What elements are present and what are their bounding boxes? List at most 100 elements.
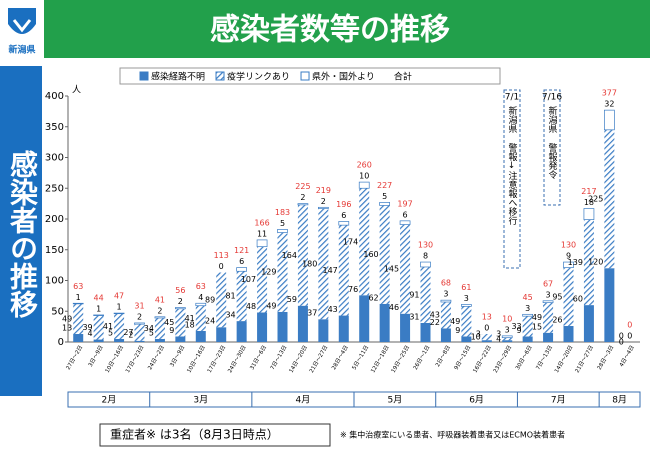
total-label: 196 xyxy=(336,200,351,209)
bar-segment xyxy=(113,312,125,315)
total-label: 63 xyxy=(73,282,83,291)
bar-segment xyxy=(379,205,390,304)
data-label: 89 xyxy=(205,295,215,304)
bar-segment xyxy=(481,334,492,341)
data-label: 3 xyxy=(525,304,530,313)
bar-segment xyxy=(338,221,350,226)
y-unit: 人 xyxy=(72,85,81,96)
total-label: 219 xyxy=(316,186,331,195)
bar-segment xyxy=(604,268,615,342)
bar-segment xyxy=(195,302,207,307)
data-label: 34 xyxy=(225,311,235,320)
data-label: 32 xyxy=(604,100,614,109)
y-tick-label: 0 xyxy=(58,337,64,348)
total-label: 10 xyxy=(502,314,512,323)
total-label: 13 xyxy=(482,313,492,322)
data-label: 49 xyxy=(266,301,276,310)
bar-segment xyxy=(461,306,472,337)
bar-segment xyxy=(257,246,268,313)
total-label: 183 xyxy=(275,208,290,217)
month-label: 5月 xyxy=(387,395,402,406)
bar-segment xyxy=(154,338,165,342)
bar-segment xyxy=(236,267,247,272)
x-tick-label: 28日～4日 xyxy=(330,344,350,371)
data-label: 0 xyxy=(484,324,489,333)
data-label: 2 xyxy=(300,193,305,202)
bar-segment xyxy=(440,328,451,342)
data-label: 5 xyxy=(108,328,113,337)
bar-segment xyxy=(502,340,513,342)
data-label: 22 xyxy=(430,318,440,327)
bar-segment xyxy=(583,305,594,342)
bar-segment xyxy=(461,336,472,342)
data-label: 3 xyxy=(546,290,551,299)
legend-label: 合計 xyxy=(394,71,412,83)
legend-label: 感染経路不明 xyxy=(151,71,205,83)
legend-swatch xyxy=(300,71,310,81)
total-label: 260 xyxy=(357,161,372,170)
month-label: 2月 xyxy=(101,395,116,406)
data-label: 49 xyxy=(450,317,460,326)
data-label: 2 xyxy=(157,306,162,315)
bar-segment xyxy=(543,302,554,333)
data-label: 2 xyxy=(128,330,133,339)
data-label: 49 xyxy=(62,314,72,323)
total-label: 47 xyxy=(114,292,124,301)
data-label: 10 xyxy=(359,172,369,181)
bar-segment xyxy=(522,336,533,342)
data-label: 59 xyxy=(287,295,297,304)
bar-segment xyxy=(420,266,431,323)
data-label: 13 xyxy=(62,324,72,333)
x-tick-label: 21日～27日 xyxy=(574,344,595,374)
total-label: 217 xyxy=(581,187,596,196)
data-label: 62 xyxy=(368,293,378,302)
bar-segment xyxy=(318,319,329,342)
bar-segment xyxy=(114,338,125,342)
bar-segment xyxy=(522,313,533,317)
data-label: 9 xyxy=(517,326,522,335)
bar-segment xyxy=(134,324,145,341)
bar-segment xyxy=(359,295,370,342)
total-label: 225 xyxy=(295,182,310,191)
total-label: 0 xyxy=(627,321,632,330)
bar-segment xyxy=(216,272,227,328)
footnote: ※ 集中治療室にいる患者、呼吸器装着患者又はECMO装着患者 xyxy=(340,430,565,440)
bar-segment xyxy=(297,203,309,206)
x-tick-label: 19日～25日 xyxy=(390,344,411,374)
total-label: 377 xyxy=(602,89,617,98)
bar-segment xyxy=(256,239,268,248)
data-label: 81 xyxy=(225,292,235,301)
bar-segment xyxy=(277,232,288,312)
legend-label: 疫学リンクあり xyxy=(227,71,290,83)
bar-segment xyxy=(175,336,186,342)
data-label: 1 xyxy=(117,303,122,312)
data-label: 91 xyxy=(409,290,419,299)
total-label: 227 xyxy=(377,181,392,190)
bar-segment xyxy=(134,340,145,342)
x-tick-label: 28日～3日 xyxy=(596,344,616,371)
bar-segment xyxy=(420,261,431,268)
month-label: 3月 xyxy=(193,395,208,406)
bar-segment xyxy=(542,300,554,303)
bar-segment xyxy=(604,109,615,131)
data-label: 107 xyxy=(241,275,256,284)
bar-segment xyxy=(73,303,84,335)
bar-segment xyxy=(236,271,247,322)
bar-segment xyxy=(114,313,125,339)
x-tick-label: 17日～23日 xyxy=(124,344,145,374)
bar-segment xyxy=(338,315,349,342)
data-label: 6 xyxy=(239,257,244,266)
data-label: 9 xyxy=(169,326,174,335)
data-label: 6 xyxy=(403,210,408,219)
bar-segment xyxy=(501,335,513,339)
data-label: 10 xyxy=(471,333,481,342)
total-label: 67 xyxy=(543,279,553,288)
bar-segment xyxy=(72,302,84,305)
data-label: 76 xyxy=(348,285,358,294)
data-label: 0 xyxy=(619,332,624,341)
data-label: 39 xyxy=(82,323,92,332)
data-label: 145 xyxy=(384,265,399,274)
x-tick-label: 30日～6日 xyxy=(514,344,534,371)
bar-segment xyxy=(583,208,595,220)
header-band xyxy=(0,0,650,58)
